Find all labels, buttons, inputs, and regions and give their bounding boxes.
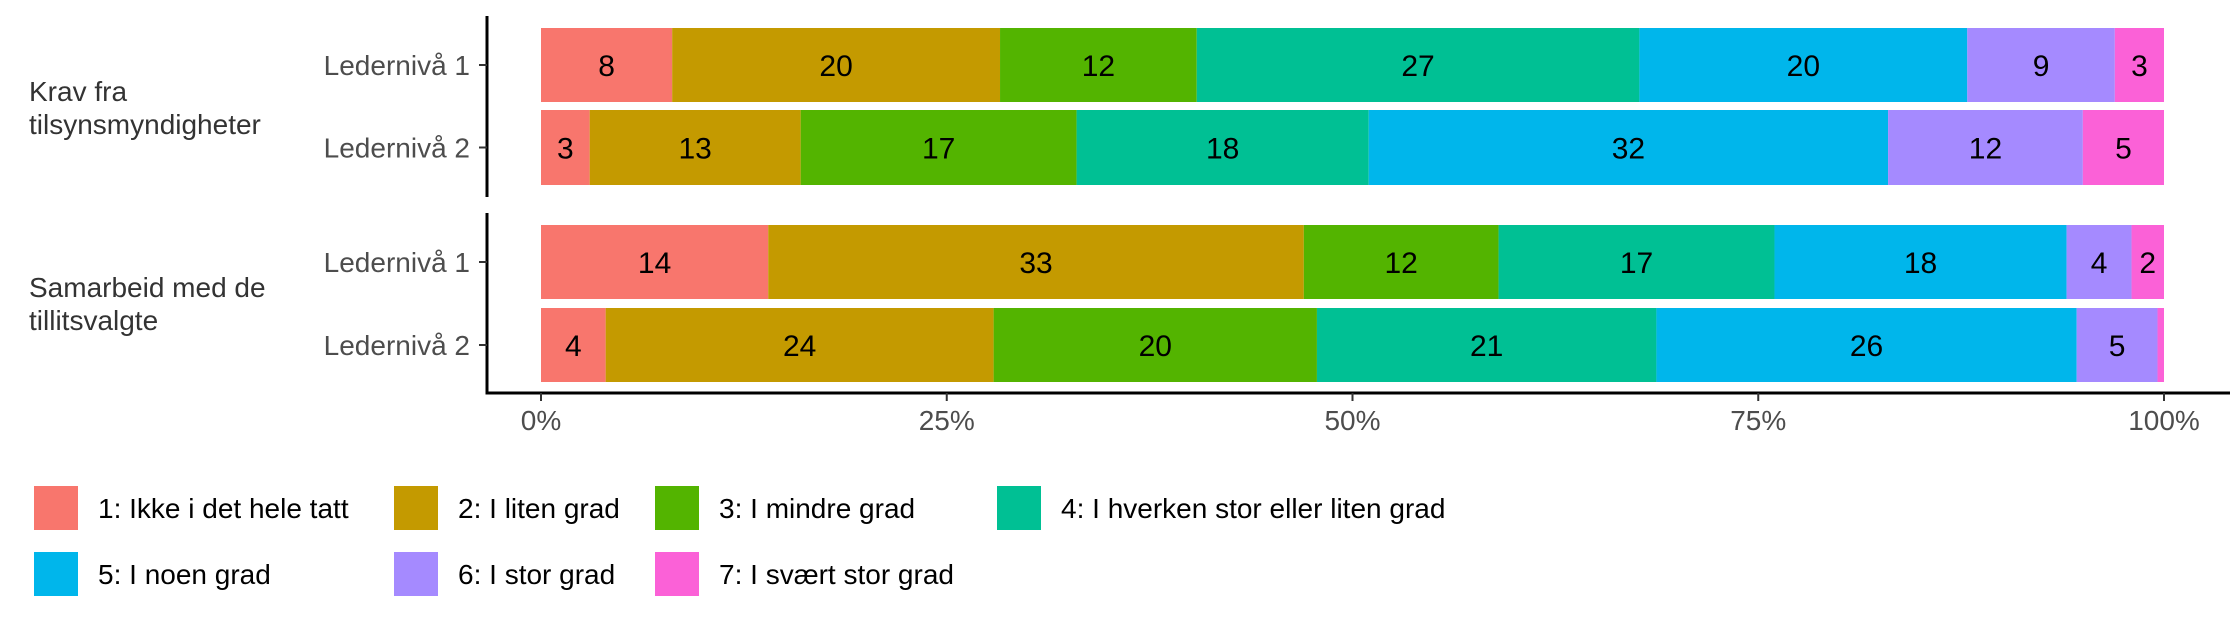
bar-label: 4 [2091,247,2108,280]
bar-label: 2 [2139,247,2156,280]
legend-swatch [394,552,438,596]
bar-segment [1639,28,1968,102]
bar-segment [1076,110,1369,185]
bar-label: 27 [1401,50,1434,83]
bar-segment [541,28,673,102]
bar-label: 14 [638,247,671,280]
legend-swatch [394,486,438,530]
legend-swatch [655,552,699,596]
legend-item: 1: Ikke i det hele tatt [34,486,349,530]
bar-segment [1000,28,1197,102]
bar-segment [541,110,590,185]
legend-label: 3: I mindre grad [719,493,915,524]
legend-swatch [655,486,699,530]
bar-label: 21 [1470,330,1503,363]
bar-label: 20 [1139,330,1172,363]
bar-segment [993,308,1317,382]
bar-label: 8 [598,50,615,83]
x-axis: 0% 25% 50% 75% 100% [485,391,2230,436]
y-tick-label: Ledernivå 1 [324,50,470,81]
legend-item: 7: I svært stor grad [655,552,954,596]
legend-item: 6: I stor grad [394,552,615,596]
bar-label: 13 [678,133,711,166]
x-tick-label: 0% [521,405,561,436]
legend-swatch [34,552,78,596]
facet-title: tilsynsmyndigheter [29,109,261,140]
bar-label: 17 [922,133,955,166]
x-tick-label: 75% [1730,405,1786,436]
bar-label: 20 [819,50,852,83]
facet-title: tillitsvalgte [29,305,158,336]
bar-label: 9 [2033,50,2050,83]
bar-segment [2076,308,2158,382]
bar-segment [2157,308,2164,382]
bar-label: 18 [1904,247,1937,280]
bar-label: 26 [1850,330,1883,363]
bar-segment [1303,225,1499,299]
x-tick-label: 50% [1324,405,1380,436]
bar-segment [2082,110,2164,185]
legend-label: 5: I noen grad [98,559,271,590]
legend-item: 5: I noen grad [34,552,271,596]
bar-segment [768,225,1304,299]
bar-segment [2066,225,2132,299]
bar-segment [541,225,769,299]
legend-label: 1: Ikke i det hele tatt [98,493,349,524]
bar-segment [589,110,801,185]
legend-item: 2: I liten grad [394,486,620,530]
bar-label: 12 [1969,133,2002,166]
bar-label: 24 [783,330,816,363]
legend-swatch [34,486,78,530]
bar-segment [1967,28,2115,102]
legend-swatch [997,486,1041,530]
bar-label: 32 [1612,133,1645,166]
bar-segment [1774,225,2067,299]
bar-label: 33 [1019,247,1052,280]
bar-segment [1656,308,2077,382]
x-tick-label: 25% [919,405,975,436]
facet-title: Samarbeid med de [29,272,266,303]
bar-label: 3 [557,133,574,166]
bar-label: 12 [1082,50,1115,83]
bar-segment [2131,225,2164,299]
bar-label: 4 [565,330,582,363]
bar-segment [1498,225,1775,299]
bar-label: 20 [1787,50,1820,83]
bar-segment [605,308,994,382]
legend-label: 2: I liten grad [458,493,620,524]
legend-label: 4: I hverken stor eller liten grad [1061,493,1445,524]
bar-label: 5 [2109,330,2126,363]
bar-label: 3 [2131,50,2148,83]
y-tick-label: Ledernivå 2 [324,330,470,361]
legend-item: 3: I mindre grad [655,486,915,530]
facet-title: Krav fra [29,76,127,107]
y-tick-label: Ledernivå 1 [324,247,470,278]
bar-label: 12 [1385,247,1418,280]
bar-segment [2114,28,2164,102]
bar-segment [541,308,606,382]
bar-label: 18 [1206,133,1239,166]
legend-item: 4: I hverken stor eller liten grad [997,486,1445,530]
bar-segment [1196,28,1640,102]
legend-label: 7: I svært stor grad [719,559,954,590]
y-tick-label: Ledernivå 2 [324,133,470,164]
bar-segment [1368,110,1889,185]
legend-label: 6: I stor grad [458,559,615,590]
bar-segment [800,110,1077,185]
bar-label: 5 [2115,133,2132,166]
bar-segment [1316,308,1657,382]
x-tick-label: 100% [2128,405,2200,436]
bar-segment [672,28,1001,102]
legend: 1: Ikke i det hele tatt 2: I liten grad 3:… [34,486,1445,596]
bar-segment [1888,110,2083,185]
bar-label: 17 [1620,247,1653,280]
